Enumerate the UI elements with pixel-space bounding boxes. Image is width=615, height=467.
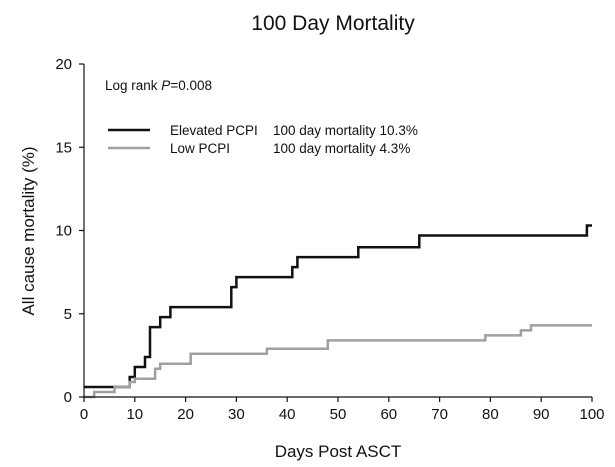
x-tick-label: 90 [533,406,550,423]
series-layer [84,224,592,399]
series-line-low-pcpi [84,324,592,399]
y-axis-label: All cause mortality (%) [19,146,38,315]
x-tick-label: 20 [177,406,194,423]
x-tick-label: 100 [579,406,604,423]
log-rank-prefix: Log rank [105,78,161,93]
axes-layer: 0 10 20 30 40 50 60 70 80 90 100 0 5 10 15 20 [55,56,604,423]
legend-note-low-pcpi: 100 day mortality 4.3% [273,141,410,156]
x-tick-label: 10 [126,406,143,423]
chart-title: 100 Day Mortality [251,12,415,35]
y-tick-label: 0 [64,389,72,406]
legend-label-low-pcpi: Low PCPI [170,141,230,156]
log-rank-p-symbol: P [161,78,170,93]
x-tick-label: 30 [228,406,245,423]
legend-label-elevated-pcpi: Elevated PCPI [170,123,258,138]
x-tick-label: 40 [279,406,296,423]
log-rank-value: =0.008 [170,78,212,93]
y-tick-label: 20 [55,56,72,73]
series-line-elevated-pcpi [84,224,592,389]
log-rank-annotation: Log rank P=0.008 [105,78,212,93]
x-tick-label: 50 [330,406,347,423]
x-tick-label: 70 [431,406,448,423]
x-tick-label: 0 [80,406,88,423]
x-axis-label: Days Post ASCT [275,442,402,461]
y-tick-label: 15 [55,139,72,156]
legend-note-elevated-pcpi: 100 day mortality 10.3% [273,123,418,138]
x-tick-label: 80 [482,406,499,423]
x-tick-label: 60 [380,406,397,423]
y-tick-label: 5 [64,306,72,323]
y-tick-label: 10 [55,223,72,240]
legend: Elevated PCPI 100 day mortality 10.3% Lo… [108,123,418,156]
